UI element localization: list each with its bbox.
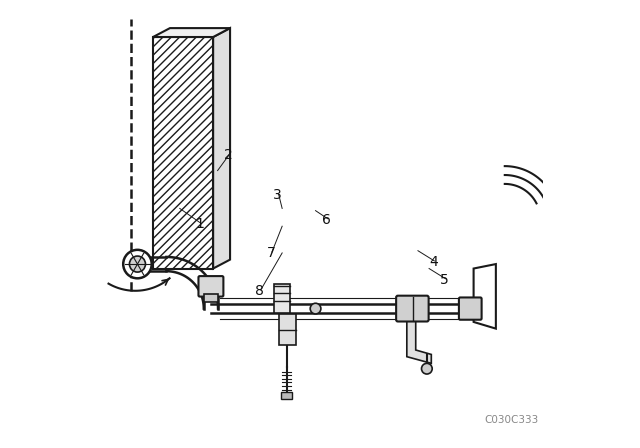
Bar [153,37,213,268]
Text: 7: 7 [267,246,275,260]
Circle shape [129,256,145,272]
FancyBboxPatch shape [459,297,482,320]
FancyBboxPatch shape [198,276,223,297]
Text: C030C333: C030C333 [484,415,539,425]
FancyBboxPatch shape [396,296,429,322]
Text: 4: 4 [429,255,438,269]
Text: 1: 1 [195,217,204,231]
Circle shape [310,303,321,314]
FancyBboxPatch shape [274,284,290,313]
FancyBboxPatch shape [278,314,296,345]
Text: 5: 5 [440,273,449,287]
Polygon shape [153,28,230,37]
Text: 3: 3 [273,188,282,202]
Polygon shape [474,264,496,329]
Bar [204,294,218,302]
Circle shape [422,363,432,374]
Text: 6: 6 [322,212,331,227]
Circle shape [124,250,152,278]
Polygon shape [407,317,431,363]
Polygon shape [213,28,230,268]
Text: 2: 2 [224,148,233,162]
Text: 8: 8 [255,284,264,298]
Bar [281,392,292,399]
Bar [153,37,213,268]
